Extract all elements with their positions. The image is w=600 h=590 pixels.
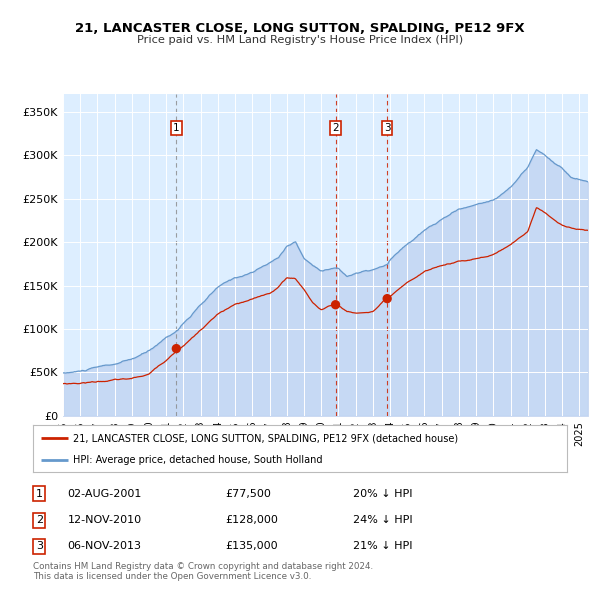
Text: 21, LANCASTER CLOSE, LONG SUTTON, SPALDING, PE12 9FX (detached house): 21, LANCASTER CLOSE, LONG SUTTON, SPALDI… — [73, 433, 458, 443]
Text: £77,500: £77,500 — [225, 489, 271, 499]
Point — [331, 300, 340, 309]
Text: 21, LANCASTER CLOSE, LONG SUTTON, SPALDING, PE12 9FX: 21, LANCASTER CLOSE, LONG SUTTON, SPALDI… — [75, 22, 525, 35]
Point — [172, 344, 181, 353]
Text: 02-AUG-2001: 02-AUG-2001 — [68, 489, 142, 499]
Text: £128,000: £128,000 — [225, 515, 278, 525]
Text: Contains HM Land Registry data © Crown copyright and database right 2024.
This d: Contains HM Land Registry data © Crown c… — [33, 562, 373, 581]
Text: 1: 1 — [173, 123, 179, 133]
Text: 12-NOV-2010: 12-NOV-2010 — [68, 515, 142, 525]
Text: 21% ↓ HPI: 21% ↓ HPI — [353, 542, 413, 552]
Text: 2: 2 — [36, 515, 43, 525]
Point — [382, 294, 392, 303]
Text: HPI: Average price, detached house, South Holland: HPI: Average price, detached house, Sout… — [73, 455, 323, 465]
Text: Price paid vs. HM Land Registry's House Price Index (HPI): Price paid vs. HM Land Registry's House … — [137, 35, 463, 45]
Text: 20% ↓ HPI: 20% ↓ HPI — [353, 489, 413, 499]
Text: 06-NOV-2013: 06-NOV-2013 — [68, 542, 142, 552]
Text: 3: 3 — [384, 123, 391, 133]
Text: 24% ↓ HPI: 24% ↓ HPI — [353, 515, 413, 525]
Text: 1: 1 — [36, 489, 43, 499]
Text: 3: 3 — [36, 542, 43, 552]
Text: 2: 2 — [332, 123, 339, 133]
Text: £135,000: £135,000 — [225, 542, 278, 552]
